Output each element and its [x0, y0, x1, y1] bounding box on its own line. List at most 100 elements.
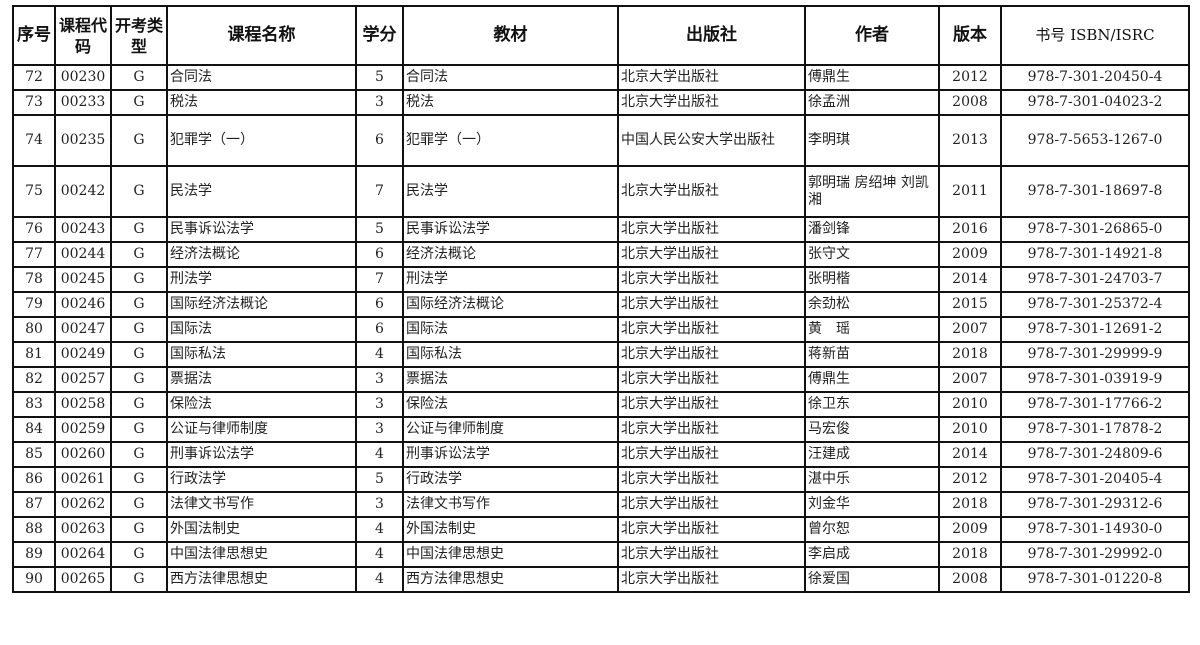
publisher-cell: 北京大学出版社: [617, 541, 806, 568]
author-cell: 李启成: [804, 541, 940, 568]
exam-type-cell: G: [110, 266, 168, 293]
course-code-cell: 00246: [54, 291, 112, 318]
credits-cell: 5: [355, 466, 404, 493]
table-row: 75 00242 G 民法学 7 民法学 北京大学出版社 郭明瑞 房绍坤 刘凯湘 2011 978…: [12, 165, 1190, 218]
credits-cell: 7: [355, 165, 404, 218]
course-name-cell: 民事诉讼法学: [166, 216, 357, 243]
credits-cell: 4: [355, 566, 404, 593]
table-row: 83 00258 G 保险法 3 保险法 北京大学出版社 徐卫东 2010 978-7-301-1…: [12, 391, 1190, 418]
exam-type-cell: G: [110, 114, 168, 167]
row-number-cell: 74: [12, 114, 56, 167]
textbook-cell: 法律文书写作: [402, 491, 619, 518]
row-number-cell: 72: [12, 64, 56, 91]
exam-type-cell: G: [110, 516, 168, 543]
course-code-cell: 00235: [54, 114, 112, 167]
course-code-cell: 00263: [54, 516, 112, 543]
textbook-cell: 民法学: [402, 165, 619, 218]
publisher-cell: 北京大学出版社: [617, 216, 806, 243]
isbn-cell: 978-7-301-20450-4: [1000, 64, 1190, 91]
table-row: 85 00260 G 刑事诉讼法学 4 刑事诉讼法学 北京大学出版社 汪建成 2014 978-7…: [12, 441, 1190, 468]
publisher-cell: 北京大学出版社: [617, 89, 806, 116]
author-cell: 张守文: [804, 241, 940, 268]
table-row: 76 00243 G 民事诉讼法学 5 民事诉讼法学 北京大学出版社 潘剑锋 2016 978-7…: [12, 216, 1190, 243]
exam-type-cell: G: [110, 466, 168, 493]
author-cell: 黄 瑶: [804, 316, 940, 343]
textbook-cell: 票据法: [402, 366, 619, 393]
table-row: 89 00264 G 中国法律思想史 4 中国法律思想史 北京大学出版社 李启成 2018 978…: [12, 541, 1190, 568]
course-code-cell: 00259: [54, 416, 112, 443]
edition-cell: 2018: [938, 541, 1002, 568]
course-code-cell: 00258: [54, 391, 112, 418]
course-code-cell: 00260: [54, 441, 112, 468]
table-row: 88 00263 G 外国法制史 4 外国法制史 北京大学出版社 曾尔恕 2009 978-7-3…: [12, 516, 1190, 543]
table-row: 86 00261 G 行政法学 5 行政法学 北京大学出版社 湛中乐 2012 978-7-301…: [12, 466, 1190, 493]
isbn-cell: 978-7-301-25372-4: [1000, 291, 1190, 318]
row-number-cell: 80: [12, 316, 56, 343]
course-name-cell: 国际私法: [166, 341, 357, 368]
publisher-cell: 中国人民公安大学出版社: [617, 114, 806, 167]
publisher-cell: 北京大学出版社: [617, 466, 806, 493]
credits-cell: 5: [355, 216, 404, 243]
edition-cell: 2010: [938, 391, 1002, 418]
course-code-cell: 00247: [54, 316, 112, 343]
credits-cell: 3: [355, 366, 404, 393]
author-cell: 傅鼎生: [804, 64, 940, 91]
isbn-cell: 978-7-301-18697-8: [1000, 165, 1190, 218]
header-publisher: 出版社: [617, 5, 806, 66]
textbook-cell: 国际经济法概论: [402, 291, 619, 318]
author-cell: 徐孟洲: [804, 89, 940, 116]
publisher-cell: 北京大学出版社: [617, 516, 806, 543]
course-code-cell: 00242: [54, 165, 112, 218]
author-cell: 傅鼎生: [804, 366, 940, 393]
exam-type-cell: G: [110, 64, 168, 91]
course-name-cell: 保险法: [166, 391, 357, 418]
course-code-cell: 00249: [54, 341, 112, 368]
edition-cell: 2014: [938, 441, 1002, 468]
edition-cell: 2018: [938, 341, 1002, 368]
textbook-cell: 中国法律思想史: [402, 541, 619, 568]
publisher-cell: 北京大学出版社: [617, 64, 806, 91]
edition-cell: 2008: [938, 566, 1002, 593]
row-number-cell: 77: [12, 241, 56, 268]
isbn-cell: 978-7-301-04023-2: [1000, 89, 1190, 116]
author-cell: 马宏俊: [804, 416, 940, 443]
isbn-cell: 978-7-5653-1267-0: [1000, 114, 1190, 167]
textbook-cell: 合同法: [402, 64, 619, 91]
course-code-cell: 00265: [54, 566, 112, 593]
course-code-cell: 00244: [54, 241, 112, 268]
exam-type-cell: G: [110, 416, 168, 443]
credits-cell: 6: [355, 316, 404, 343]
author-cell: 蒋新苗: [804, 341, 940, 368]
author-cell: 李明琪: [804, 114, 940, 167]
publisher-cell: 北京大学出版社: [617, 491, 806, 518]
exam-type-cell: G: [110, 89, 168, 116]
edition-cell: 2016: [938, 216, 1002, 243]
course-code-cell: 00264: [54, 541, 112, 568]
credits-cell: 3: [355, 416, 404, 443]
publisher-cell: 北京大学出版社: [617, 441, 806, 468]
header-course-name: 课程名称: [166, 5, 357, 66]
row-number-cell: 90: [12, 566, 56, 593]
header-exam-type: 开考类型: [110, 5, 168, 66]
edition-cell: 2012: [938, 466, 1002, 493]
exam-type-cell: G: [110, 491, 168, 518]
exam-type-cell: G: [110, 391, 168, 418]
row-number-cell: 86: [12, 466, 56, 493]
course-name-cell: 公证与律师制度: [166, 416, 357, 443]
row-number-cell: 78: [12, 266, 56, 293]
edition-cell: 2010: [938, 416, 1002, 443]
edition-cell: 2011: [938, 165, 1002, 218]
exam-type-cell: G: [110, 216, 168, 243]
course-name-cell: 民法学: [166, 165, 357, 218]
table-row: 73 00233 G 税法 3 税法 北京大学出版社 徐孟洲 2008 978-7-301-040…: [12, 89, 1190, 116]
author-cell: 郭明瑞 房绍坤 刘凯湘: [804, 165, 940, 218]
credits-cell: 3: [355, 491, 404, 518]
credits-cell: 5: [355, 64, 404, 91]
exam-type-cell: G: [110, 541, 168, 568]
row-number-cell: 89: [12, 541, 56, 568]
table-row: 90 00265 G 西方法律思想史 4 西方法律思想史 北京大学出版社 徐爱国 2008 978…: [12, 566, 1190, 593]
credits-cell: 4: [355, 441, 404, 468]
exam-type-cell: G: [110, 366, 168, 393]
course-name-cell: 刑事诉讼法学: [166, 441, 357, 468]
table-row: 72 00230 G 合同法 5 合同法 北京大学出版社 傅鼎生 2012 978-7-301-2…: [12, 64, 1190, 91]
